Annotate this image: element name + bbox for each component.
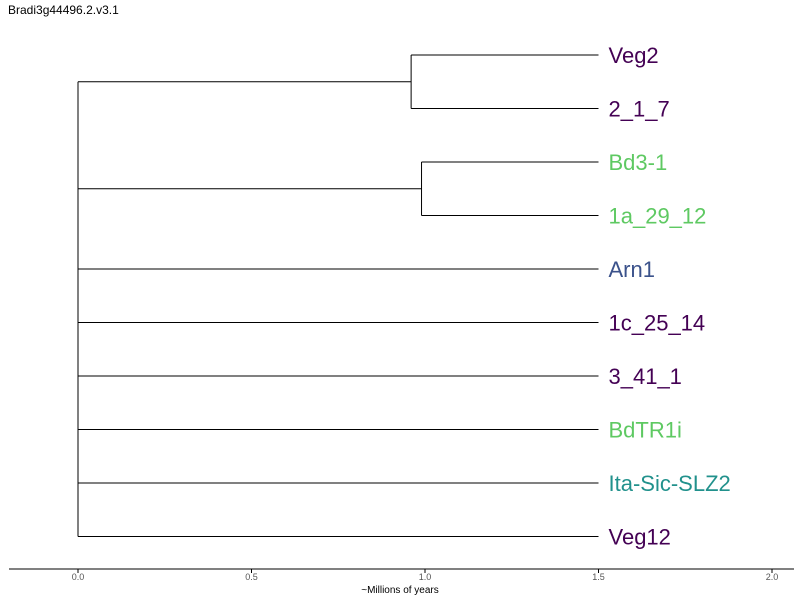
leaf-label: 1c_25_14 <box>609 311 706 336</box>
leaf-label: 2_1_7 <box>609 97 670 122</box>
leaf-label: Veg2 <box>609 43 659 68</box>
axis-title: ~Millions of years <box>361 585 439 596</box>
leaf-label: 3_41_1 <box>609 364 682 389</box>
axis-tick-label: 1.5 <box>592 572 605 582</box>
leaf-label: Veg12 <box>609 525 671 550</box>
axis-tick-label: 0.0 <box>72 572 85 582</box>
leaf-label: Arn1 <box>609 257 655 282</box>
axis-tick-label: 1.0 <box>419 572 432 582</box>
leaf-label: Ita-Sic-SLZ2 <box>609 471 731 496</box>
leaf-labels: Veg2 2_1_7 Bd3-1 1a_29_12 Arn1 1c_25_14 3_41_1… <box>609 43 731 550</box>
leaf-label: Bd3-1 <box>609 150 668 175</box>
leaf-label: 1a_29_12 <box>609 204 707 229</box>
tree-title: Bradi3g44496.2.v3.1 <box>8 3 119 17</box>
axis-tick-label: 2.0 <box>766 572 779 582</box>
axis-tick-label: 0.5 <box>245 572 258 582</box>
branches <box>77 54 599 537</box>
time-axis: 0.0 0.5 1.0 1.5 2.0 ~Millions of years <box>9 568 794 596</box>
leaf-label: BdTR1i <box>609 418 682 443</box>
axis-ticks: 0.0 0.5 1.0 1.5 2.0 <box>72 569 779 582</box>
